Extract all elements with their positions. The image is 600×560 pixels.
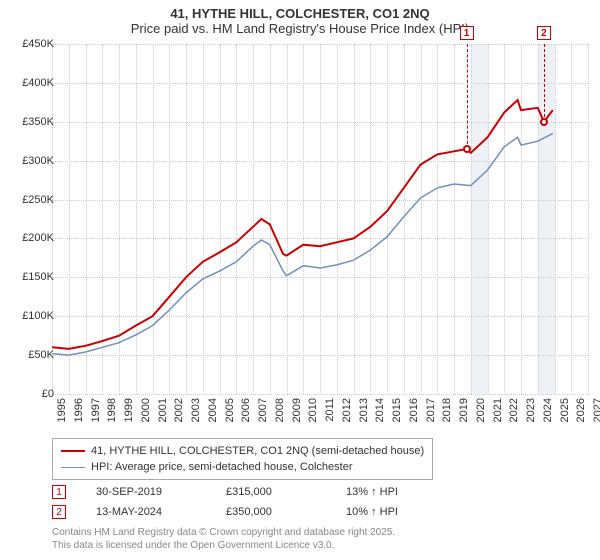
- marker-box: 2: [537, 26, 551, 40]
- x-axis-label: 2010: [307, 398, 319, 422]
- legend-swatch-2: [61, 467, 85, 468]
- sale-date-1: 30-SEP-2019: [96, 486, 196, 498]
- x-axis-label: 2021: [492, 398, 504, 422]
- footer-line-2: This data is licensed under the Open Gov…: [52, 539, 395, 552]
- x-axis-label: 2020: [475, 398, 487, 422]
- x-axis-label: 1997: [90, 398, 102, 422]
- x-axis-label: 1999: [123, 398, 135, 422]
- y-axis-label: £400K: [6, 77, 54, 89]
- x-axis-label: 2008: [274, 398, 286, 422]
- sale-pct-2: 10% ↑ HPI: [346, 506, 446, 518]
- marker-box: 1: [460, 26, 474, 40]
- marker-dot: [463, 145, 471, 153]
- x-axis-label: 1998: [106, 398, 118, 422]
- y-axis-label: £350K: [6, 116, 54, 128]
- gridline-h: [52, 394, 588, 395]
- y-axis-label: £250K: [6, 194, 54, 206]
- x-axis-label: 2007: [257, 398, 269, 422]
- chart-container: 41, HYTHE HILL, COLCHESTER, CO1 2NQ Pric…: [0, 0, 600, 560]
- x-axis-label: 2016: [408, 398, 420, 422]
- legend-row: 41, HYTHE HILL, COLCHESTER, CO1 2NQ (sem…: [61, 443, 424, 459]
- marker-line: [544, 44, 545, 122]
- chart-area: 12: [52, 44, 588, 394]
- title-main: 41, HYTHE HILL, COLCHESTER, CO1 2NQ: [0, 6, 600, 21]
- legend-label-2: HPI: Average price, semi-detached house,…: [91, 461, 353, 473]
- series-line-1: [52, 100, 553, 349]
- x-axis-label: 2004: [207, 398, 219, 422]
- x-axis-label: 2014: [374, 398, 386, 422]
- x-axis-label: 2009: [291, 398, 303, 422]
- table-row: 1 30-SEP-2019 £315,000 13% ↑ HPI: [52, 482, 446, 502]
- y-axis-label: £150K: [6, 271, 54, 283]
- line-svg: [52, 44, 588, 394]
- sale-index-2: 2: [52, 505, 66, 519]
- y-axis-label: £300K: [6, 155, 54, 167]
- x-axis-label: 2003: [190, 398, 202, 422]
- x-axis-label: 2013: [358, 398, 370, 422]
- y-axis-label: £0: [6, 388, 54, 400]
- y-axis-label: £200K: [6, 232, 54, 244]
- legend-row: HPI: Average price, semi-detached house,…: [61, 459, 424, 475]
- sale-price-1: £315,000: [226, 486, 316, 498]
- x-axis-label: 2012: [341, 398, 353, 422]
- x-axis-label: 2001: [157, 398, 169, 422]
- x-axis-label: 1995: [56, 398, 68, 422]
- legend-swatch-1: [61, 450, 85, 452]
- x-axis-label: 2017: [425, 398, 437, 422]
- x-axis-label: 2024: [542, 398, 554, 422]
- x-axis-label: 2000: [140, 398, 152, 422]
- x-axis-label: 2026: [575, 398, 587, 422]
- footer: Contains HM Land Registry data © Crown c…: [52, 526, 395, 552]
- y-axis-label: £450K: [6, 38, 54, 50]
- sale-date-2: 13-MAY-2024: [96, 506, 196, 518]
- title-block: 41, HYTHE HILL, COLCHESTER, CO1 2NQ Pric…: [0, 0, 600, 38]
- y-axis-label: £50K: [6, 349, 54, 361]
- sale-pct-1: 13% ↑ HPI: [346, 486, 446, 498]
- gridline-v: [588, 44, 589, 394]
- marker-line: [467, 44, 468, 149]
- footer-line-1: Contains HM Land Registry data © Crown c…: [52, 526, 395, 539]
- x-axis-label: 2002: [173, 398, 185, 422]
- sale-price-2: £350,000: [226, 506, 316, 518]
- y-axis-label: £100K: [6, 310, 54, 322]
- marker-dot: [540, 118, 548, 126]
- legend-label-1: 41, HYTHE HILL, COLCHESTER, CO1 2NQ (sem…: [91, 445, 424, 457]
- x-axis-label: 2023: [525, 398, 537, 422]
- sale-index-1: 1: [52, 485, 66, 499]
- x-axis-label: 2025: [559, 398, 571, 422]
- x-axis-label: 2015: [391, 398, 403, 422]
- x-axis-label: 2027: [592, 398, 600, 422]
- x-axis-label: 1996: [73, 398, 85, 422]
- legend: 41, HYTHE HILL, COLCHESTER, CO1 2NQ (sem…: [52, 438, 433, 480]
- table-row: 2 13-MAY-2024 £350,000 10% ↑ HPI: [52, 502, 446, 522]
- x-axis-label: 2018: [441, 398, 453, 422]
- sales-table: 1 30-SEP-2019 £315,000 13% ↑ HPI 2 13-MA…: [52, 482, 446, 522]
- x-axis-label: 2022: [508, 398, 520, 422]
- x-axis-label: 2011: [324, 398, 336, 422]
- x-axis-label: 2005: [224, 398, 236, 422]
- x-axis-label: 2006: [240, 398, 252, 422]
- title-sub: Price paid vs. HM Land Registry's House …: [0, 21, 600, 36]
- x-axis-label: 2019: [458, 398, 470, 422]
